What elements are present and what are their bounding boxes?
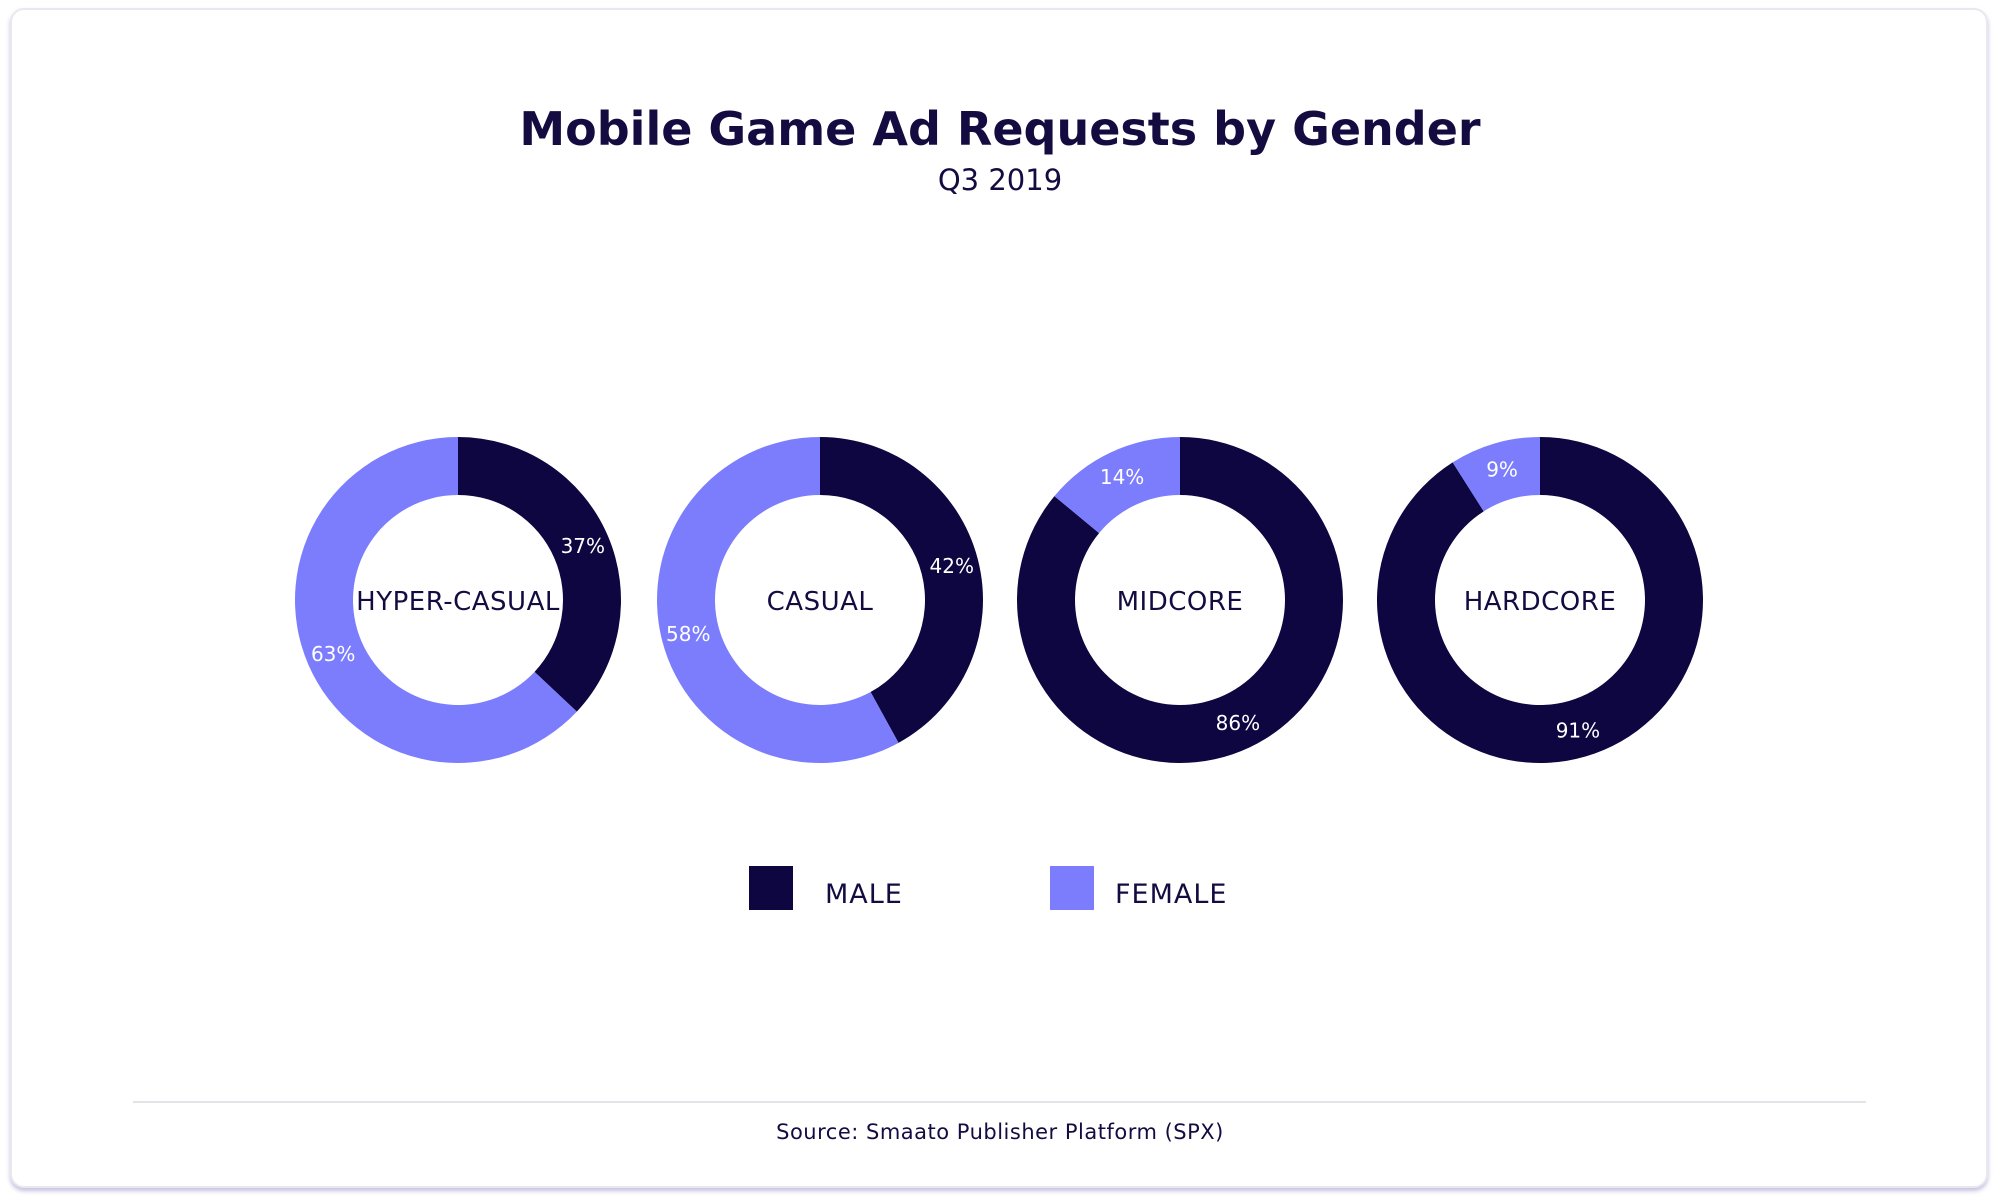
data-label-midcore-male: 86% [1216, 711, 1260, 735]
data-label-casual-male: 42% [930, 554, 974, 578]
donut-slice-hardcore-male [1377, 437, 1703, 763]
category-label-hardcore: HARDCORE [1464, 587, 1617, 617]
category-label-casual: CASUAL [767, 587, 874, 617]
donut-slice-hardcore-female [1452, 437, 1540, 512]
donuts-group: 37% 63% HYPER-CASUAL 42% 58% CASUAL 86% 14% MIDC… [294, 437, 1703, 764]
source-note: Source: Smaato Publisher Platform (SPX) [776, 1120, 1224, 1144]
legend-label-male: MALE [825, 879, 903, 910]
legend-swatch-female [1050, 866, 1094, 910]
donut-slice-midcore-male [1016, 437, 1343, 763]
legend: MALE FEMALE [749, 866, 1227, 910]
data-label-casual-female: 58% [666, 622, 710, 646]
legend-label-female: FEMALE [1115, 879, 1227, 910]
category-label-hyper-casual: HYPER-CASUAL [356, 587, 560, 617]
legend-swatch-male [749, 866, 793, 910]
chart-title: Mobile Game Ad Requests by Gender [519, 102, 1481, 156]
donut-slice-casual-male [820, 437, 983, 743]
category-label-midcore: MIDCORE [1117, 587, 1244, 617]
data-label-midcore-female: 14% [1100, 465, 1144, 489]
data-label-hyper-casual-female: 63% [311, 642, 355, 666]
data-label-hyper-casual-male: 37% [561, 534, 605, 558]
donut-slice-midcore-female [1054, 437, 1180, 534]
donut-slice-casual-female [657, 437, 899, 764]
donut-slice-hyper-casual-male [458, 437, 621, 712]
donut-slice-hyper-casual-female [294, 437, 577, 763]
chart-subtitle: Q3 2019 [938, 163, 1062, 197]
data-label-hardcore-male: 91% [1556, 719, 1600, 743]
data-label-hardcore-female: 9% [1486, 457, 1518, 481]
